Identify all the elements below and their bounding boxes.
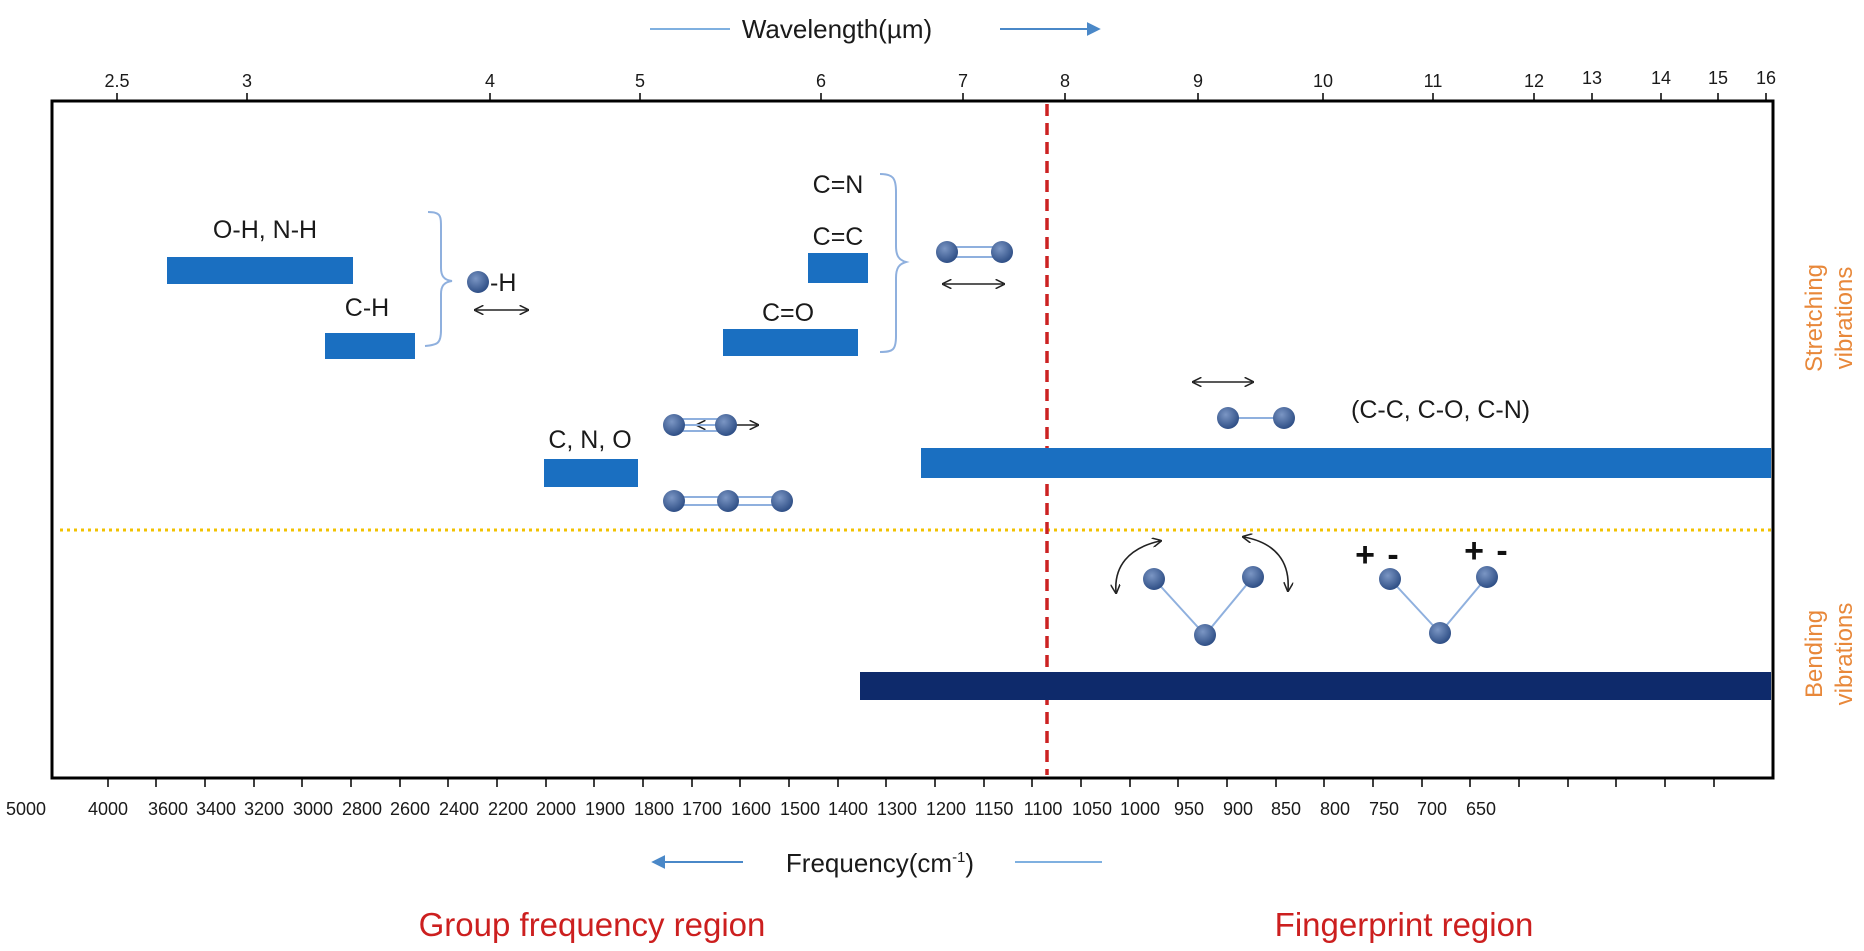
bending-molecule-icon [1143, 566, 1264, 646]
bottom-tick-label: 2000 [536, 799, 576, 819]
svg-text:vibrations: vibrations [1831, 267, 1858, 370]
ch-label: C-H [345, 294, 389, 322]
minus-sign: - [1387, 536, 1398, 574]
plot-frame [50, 99, 1775, 780]
bottom-tick-label: 1800 [634, 799, 674, 819]
bottom-tick-label: 3400 [196, 799, 236, 819]
atom-icon [467, 271, 489, 293]
bottom-tick-label: 650 [1466, 799, 1496, 819]
triple-bond-molecule-icon [663, 414, 737, 436]
top-axis-ticks: 2.5 3 4 5 6 7 8 9 10 11 12 13 14 15 16 [104, 68, 1776, 91]
bottom-tick-label: 700 [1417, 799, 1447, 819]
bottom-tick-label: 900 [1223, 799, 1253, 819]
top-axis-tick-marks [116, 93, 1767, 101]
bottom-tick-label: 1050 [1072, 799, 1112, 819]
cn-double-label: C=N [813, 171, 864, 199]
top-tick-label: 12 [1524, 71, 1544, 91]
out-of-plane-molecule-icon [1379, 566, 1498, 644]
top-tick-label: 13 [1582, 68, 1602, 88]
plus-sign: + [1464, 532, 1484, 570]
top-tick-label: 10 [1313, 71, 1333, 91]
single-bond-band [921, 448, 1771, 478]
single-bond-label: (C-C, C-O, C-N) [1351, 396, 1530, 424]
stretching-side-label: Stretching vibrations [1801, 264, 1858, 372]
double-bond-molecule-icon [936, 241, 1013, 263]
top-tick-label: 14 [1651, 68, 1671, 88]
oh-nh-label: O-H, N-H [213, 216, 317, 244]
co-double-band [723, 329, 858, 356]
top-tick-label: 4 [485, 71, 495, 91]
bottom-tick-label: 2800 [342, 799, 382, 819]
cumulated-bond-molecule-icon [663, 490, 793, 512]
double-bond-bracket [879, 173, 910, 353]
svg-text:Stretching: Stretching [1801, 264, 1828, 372]
top-tick-label: 8 [1060, 71, 1070, 91]
wavelength-title: Wavelength(µm) [650, 14, 1101, 44]
fingerprint-region-label: Fingerprint region [1275, 906, 1534, 943]
bottom-tick-label: 800 [1320, 799, 1350, 819]
bottom-tick-label: 1600 [731, 799, 771, 819]
top-tick-label: 16 [1756, 68, 1776, 88]
co-double-label: C=O [762, 299, 814, 327]
top-tick-label: 2.5 [104, 71, 129, 91]
bottom-tick-label: 3600 [148, 799, 188, 819]
top-tick-label: 7 [958, 71, 968, 91]
bottom-tick-label: 1000 [1120, 799, 1160, 819]
xh-bracket [424, 211, 453, 347]
oh-nh-band [167, 257, 353, 284]
cc-double-band [808, 253, 868, 283]
single-bond-molecule-icon [1217, 407, 1295, 429]
top-tick-label: 3 [242, 71, 252, 91]
bottom-tick-label: 1700 [682, 799, 722, 819]
bottom-tick-label: 1500 [780, 799, 820, 819]
cc-double-label: C=C [813, 223, 864, 251]
bending-side-label: Bending vibrations [1801, 603, 1858, 706]
bottom-axis-ticks: 5000 4000 3600 3400 3200 3000 2800 2600 … [6, 799, 1496, 819]
wavelength-title-text: Wavelength(µm) [742, 14, 932, 44]
top-tick-label: 6 [816, 71, 826, 91]
xh-label: -H [490, 269, 516, 297]
bottom-tick-label: 2200 [488, 799, 528, 819]
ch-band [325, 333, 415, 359]
plus-sign: + [1355, 536, 1375, 574]
bottom-tick-label: 2400 [439, 799, 479, 819]
svg-text:Bending: Bending [1801, 610, 1828, 698]
rotate-right-arrow-icon [1244, 537, 1288, 590]
bottom-tick-label: 750 [1369, 799, 1399, 819]
triple-bond-label: C, N, O [548, 426, 631, 454]
group-frequency-region-label: Group frequency region [419, 906, 766, 943]
top-tick-label: 11 [1424, 71, 1443, 91]
rotate-left-arrow-icon [1116, 541, 1160, 592]
bending-band [860, 672, 1771, 700]
bottom-tick-label: 5000 [6, 799, 46, 819]
bottom-tick-label: 1150 [975, 799, 1014, 819]
bottom-tick-label: 4000 [88, 799, 128, 819]
bottom-axis-tick-marks [107, 778, 1715, 787]
top-tick-label: 9 [1193, 71, 1203, 91]
frequency-title-text: Frequency(cm-1) [786, 848, 974, 878]
top-tick-label: 5 [635, 71, 645, 91]
bottom-tick-label: 2600 [390, 799, 430, 819]
top-tick-label: 15 [1708, 68, 1728, 88]
triple-bond-band [544, 459, 638, 487]
minus-sign: - [1496, 532, 1507, 570]
svg-text:vibrations: vibrations [1831, 603, 1858, 706]
bottom-tick-label: 3200 [244, 799, 284, 819]
bottom-tick-label: 3000 [293, 799, 333, 819]
bottom-tick-label: 1100 [1024, 799, 1063, 819]
bottom-tick-label: 1900 [585, 799, 625, 819]
bottom-tick-label: 1200 [926, 799, 966, 819]
bottom-tick-label: 1400 [828, 799, 868, 819]
bottom-tick-label: 950 [1174, 799, 1204, 819]
bottom-tick-label: 1300 [877, 799, 917, 819]
bottom-tick-label: 850 [1271, 799, 1301, 819]
frequency-title: Frequency(cm-1) [651, 848, 1102, 878]
